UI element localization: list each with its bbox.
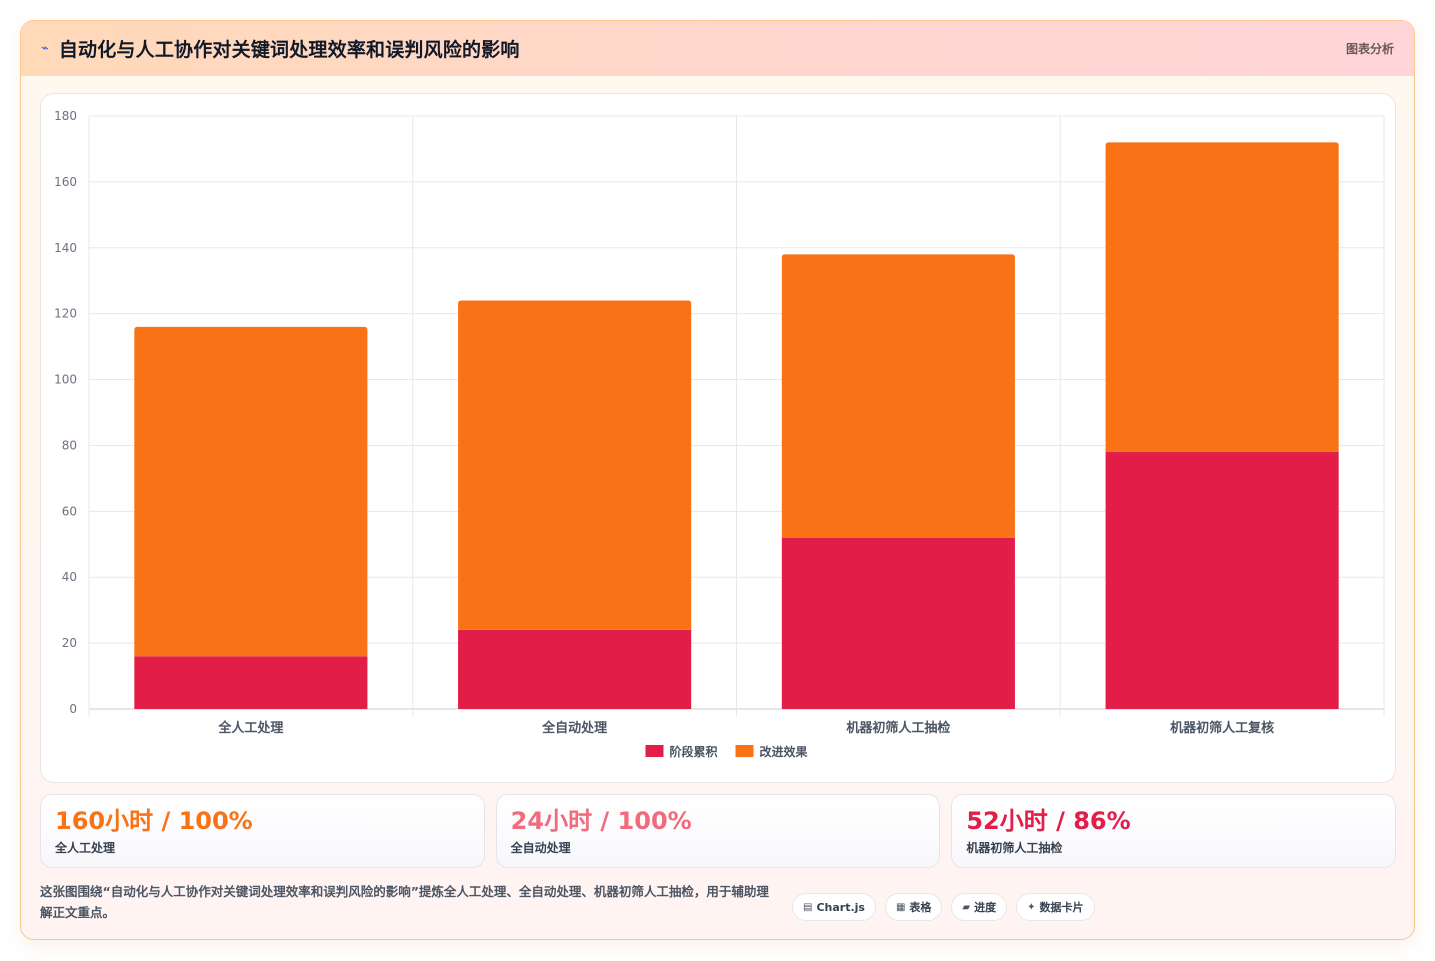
bar-segment <box>1105 452 1339 709</box>
legend-swatch <box>735 745 754 757</box>
bar-segment <box>781 537 1015 709</box>
table-icon: ▦ <box>895 901 906 913</box>
tag-progress[interactable]: ▰ 进度 <box>951 893 1008 921</box>
chart-panel: 0 20 40 60 80 100 120 140 160 180 全人工处理 全自动处理 机器初筛人工… <box>40 93 1396 783</box>
y-tick-label: 180 <box>54 109 77 123</box>
stat-card: 52小时 / 86% 机器初筛人工抽检 <box>951 794 1397 868</box>
x-tick-label: 全自动处理 <box>541 720 607 736</box>
tag-data-card[interactable]: ✦ 数据卡片 <box>1016 893 1095 921</box>
stat-label: 机器初筛人工抽检 <box>966 841 1063 855</box>
progress-icon: ▰ <box>962 901 971 913</box>
chart-icon: ▤ <box>803 901 813 913</box>
stat-value: 24小时 / 100% <box>510 807 692 835</box>
chart-card: ⌁ 自动化与人工协作对关键词处理效率和误判风险的影响 图表分析 0 20 40 60 8… <box>20 20 1415 940</box>
tag-label: 数据卡片 <box>1039 901 1084 914</box>
card-header: ⌁ 自动化与人工协作对关键词处理效率和误判风险的影响 图表分析 <box>21 21 1414 76</box>
bar-segment <box>134 326 368 657</box>
header-badge: 图表分析 <box>1345 42 1394 56</box>
tag-label: 进度 <box>974 901 997 914</box>
stat-label: 全人工处理 <box>55 841 116 855</box>
x-tick-label: 机器初筛人工复核 <box>1170 720 1274 736</box>
legend-label: 改进效果 <box>760 744 808 759</box>
bar-segment <box>781 254 1015 538</box>
stat-value: 160小时 / 100% <box>55 807 253 835</box>
y-tick-label: 100 <box>54 373 77 387</box>
swallow-icon: ⌁ <box>41 41 49 56</box>
footer-description: 这张图围绕“自动化与人工协作对关键词处理效率和误判风险的影响”提炼全人工处理、全… <box>40 884 769 920</box>
y-tick-label: 20 <box>62 636 77 650</box>
legend-label: 阶段累积 <box>670 744 718 759</box>
stat-card: 160小时 / 100% 全人工处理 <box>40 794 485 868</box>
sparkle-icon: ✦ <box>1027 901 1036 913</box>
chart-title: 自动化与人工协作对关键词处理效率和误判风险的影响 <box>58 39 520 61</box>
tag-label: 表格 <box>909 901 932 914</box>
tag-table[interactable]: ▦ 表格 <box>884 893 943 921</box>
y-tick-label: 160 <box>54 175 77 189</box>
y-tick-label: 60 <box>62 504 77 518</box>
stat-card: 24小时 / 100% 全自动处理 <box>495 794 941 868</box>
stat-label: 全自动处理 <box>510 841 571 855</box>
footer: 这张图围绕“自动化与人工协作对关键词处理效率和误判风险的影响”提炼全人工处理、全… <box>40 881 1396 925</box>
bar-segment <box>134 656 368 709</box>
tag-chartjs[interactable]: ▤ Chart.js <box>792 893 876 921</box>
y-tick-label: 120 <box>54 307 77 321</box>
stacked-bar-chart: 0 20 40 60 80 100 120 140 160 180 全人工处理 全自动处理 机器初筛人工… <box>54 109 1385 759</box>
y-tick-label: 80 <box>62 438 77 452</box>
y-tick-label: 0 <box>69 702 77 716</box>
stat-cards: 160小时 / 100% 全人工处理 24小时 / 100% 全自动处理 52小… <box>40 794 1397 868</box>
bar-segment <box>458 629 692 709</box>
bar-segment <box>458 300 692 630</box>
tag-label: Chart.js <box>816 900 865 914</box>
legend-swatch <box>645 745 664 757</box>
stat-value: 52小时 / 86% <box>966 807 1131 835</box>
y-tick-label: 140 <box>54 241 77 255</box>
x-tick-label: 全人工处理 <box>217 720 283 736</box>
x-tick-label: 机器初筛人工抽检 <box>846 720 950 736</box>
bar-segment <box>1105 142 1339 453</box>
tag-list: ▤ Chart.js ▦ 表格 ▰ 进度 ✦ 数据卡片 <box>792 893 1095 921</box>
y-tick-label: 40 <box>62 570 77 584</box>
